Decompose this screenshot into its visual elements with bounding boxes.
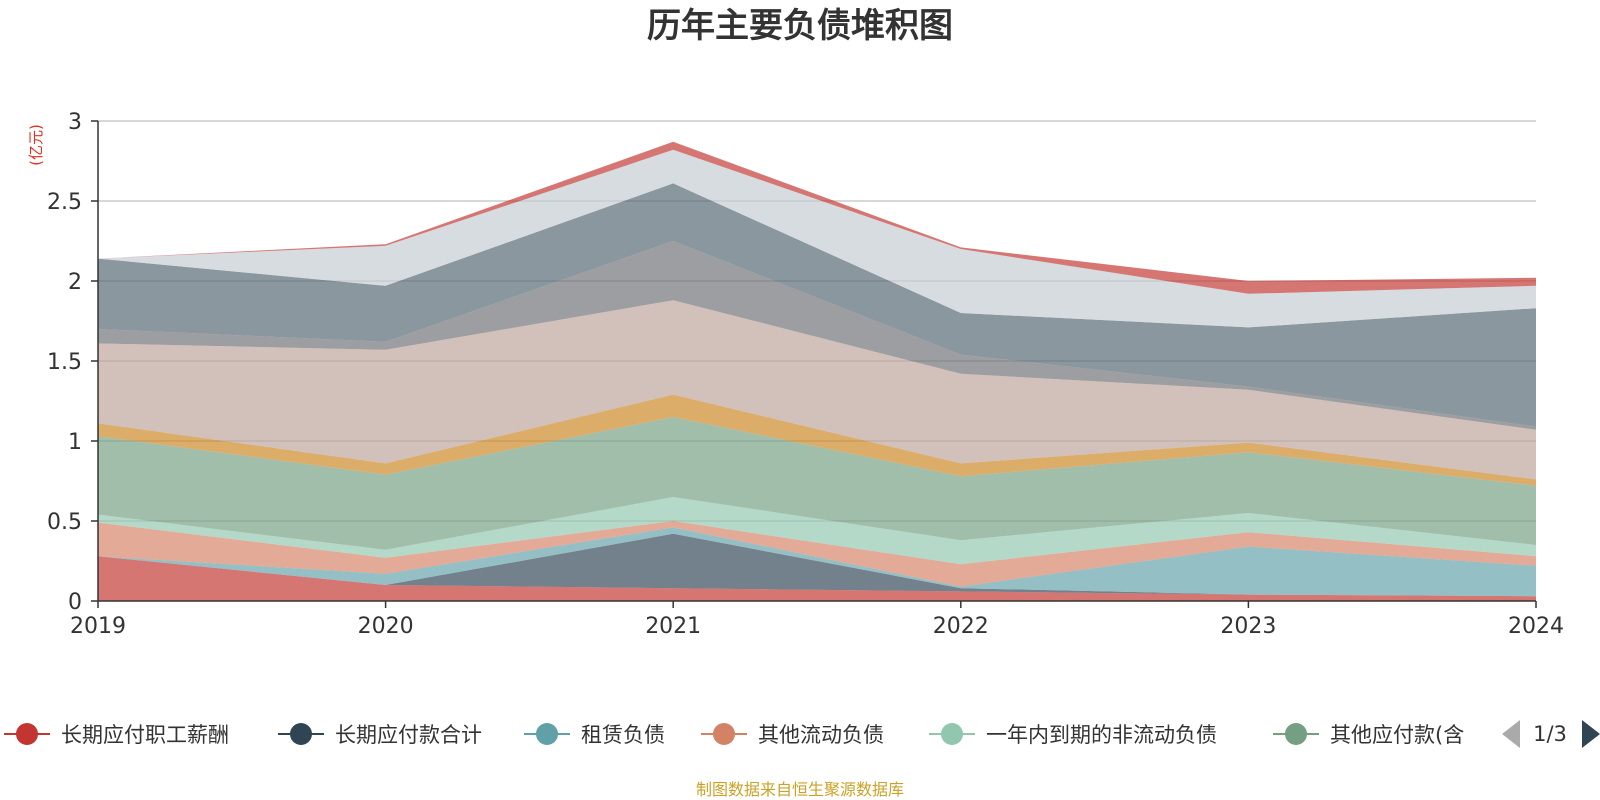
series-area-1: [98, 533, 1536, 597]
series-area-9: [98, 183, 1536, 427]
x-tick-label: 2021: [645, 614, 701, 639]
x-tick-label: 2024: [1508, 614, 1564, 639]
series-areas: [98, 141, 1536, 601]
legend-pager: 1/3: [1502, 720, 1600, 748]
x-tick-label: 2022: [933, 614, 989, 639]
legend-item[interactable]: 其他流动负债: [701, 723, 884, 747]
legend-label: 一年内到期的非流动负债: [986, 723, 1217, 747]
series-area-7: [98, 300, 1536, 480]
series-area-2: [98, 527, 1536, 597]
legend-prev-arrow-icon[interactable]: [1502, 720, 1520, 748]
y-tick-label: 0.5: [47, 510, 82, 535]
y-tick-label: 2: [68, 270, 82, 295]
legend-item[interactable]: 其他应付款(含: [1273, 723, 1464, 747]
series-area-10: [98, 149, 1536, 328]
data-source-note: 制图数据来自恒生聚源数据库: [696, 780, 904, 799]
y-tick-label: 1.5: [47, 350, 82, 375]
y-tick-label: 0: [68, 590, 82, 615]
legend-label: 其他应付款(含: [1330, 723, 1464, 747]
legend-marker-icon: [290, 723, 312, 745]
legend-item[interactable]: 租赁负债: [524, 723, 665, 747]
x-tick-label: 2023: [1220, 614, 1276, 639]
y-axis-unit-label: (亿元): [27, 124, 45, 166]
x-tick-label: 2020: [358, 614, 414, 639]
legend-item[interactable]: 一年内到期的非流动负债: [929, 723, 1217, 747]
y-tick-label: 3: [68, 110, 82, 135]
series-area-4: [98, 497, 1536, 565]
legend-label: 长期应付职工薪酬: [61, 723, 229, 747]
legend-label: 其他流动负债: [758, 723, 884, 747]
y-tick-label: 2.5: [47, 190, 82, 215]
legend-item[interactable]: 长期应付职工薪酬: [4, 723, 229, 747]
legend-page-indicator: 1/3: [1533, 722, 1567, 746]
legend-label: 长期应付款合计: [335, 723, 482, 747]
y-tick-label: 1: [68, 430, 82, 455]
legend-marker-icon: [16, 723, 38, 745]
chart-title: 历年主要负债堆积图: [647, 6, 953, 46]
legend-label: 租赁负债: [581, 723, 665, 747]
legend: 长期应付职工薪酬 长期应付款合计 租赁负债 其他流动负债 一年内到期的非流动负债 其他应付…: [4, 723, 1464, 747]
series-area-8: [98, 241, 1536, 430]
legend-marker-icon: [536, 723, 558, 745]
series-area-0: [98, 556, 1536, 601]
series-area-3: [98, 521, 1536, 587]
series-area-5: [98, 417, 1536, 550]
legend-marker-icon: [941, 723, 963, 745]
series-area-6: [98, 394, 1536, 486]
legend-item[interactable]: 长期应付款合计: [278, 723, 482, 747]
legend-marker-icon: [1285, 723, 1307, 745]
x-tick-label: 2019: [70, 614, 126, 639]
legend-marker-icon: [713, 723, 735, 745]
axes: 0 0.5 1 1.5 2 2.5 3 2019 2020 2021 2022 2023 2024: [47, 110, 1564, 639]
legend-next-arrow-icon[interactable]: [1582, 720, 1600, 748]
